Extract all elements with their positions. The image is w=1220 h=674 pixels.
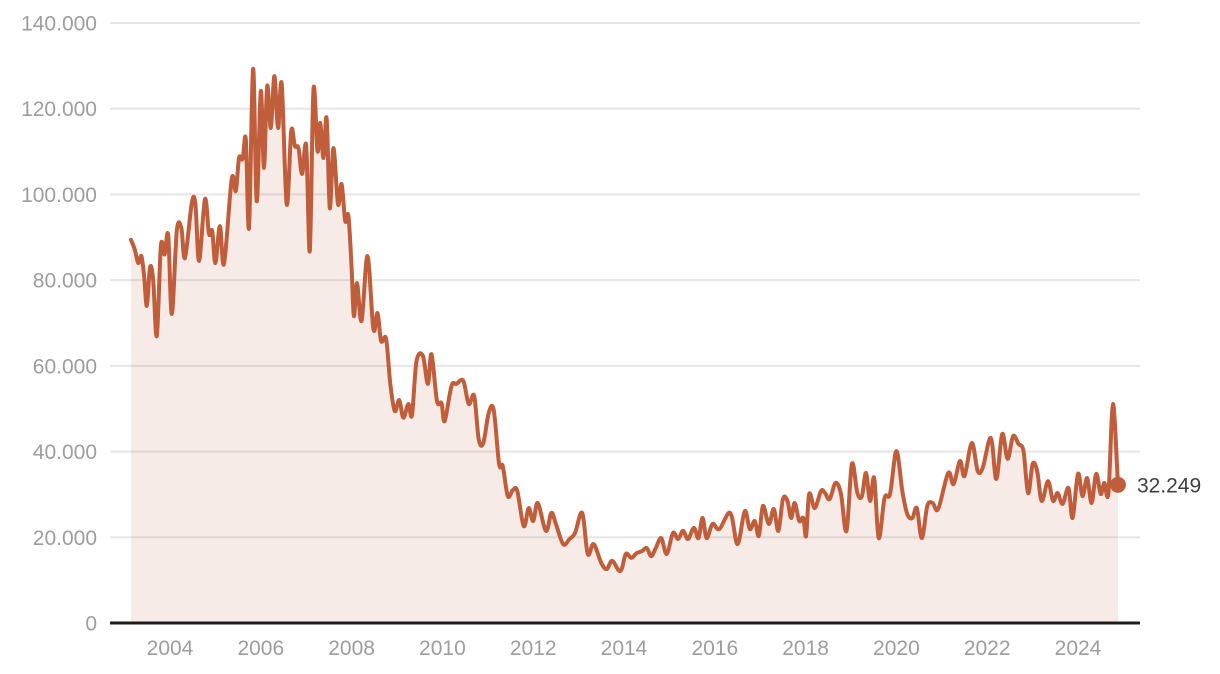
series-line <box>128 66 1120 574</box>
svg-text:2024: 2024 <box>1055 637 1102 660</box>
svg-text:120.000: 120.000 <box>21 98 97 121</box>
svg-text:2020: 2020 <box>873 637 920 660</box>
svg-text:80.000: 80.000 <box>33 270 97 293</box>
svg-text:2016: 2016 <box>691 637 738 660</box>
svg-text:60.000: 60.000 <box>33 355 97 378</box>
svg-text:100.000: 100.000 <box>21 184 97 207</box>
svg-text:2004: 2004 <box>147 637 194 660</box>
svg-text:20.000: 20.000 <box>33 527 97 550</box>
svg-text:2008: 2008 <box>328 637 375 660</box>
series-area-fill <box>130 68 1118 623</box>
svg-text:2014: 2014 <box>601 637 648 660</box>
svg-text:2010: 2010 <box>419 637 466 660</box>
y-axis-labels: 0 20.000 40.000 60.000 80.000 100.000 120.000 1… <box>21 13 97 636</box>
svg-text:0: 0 <box>85 613 97 636</box>
x-axis-labels: 2004 2006 2008 2010 2012 2014 2016 2018 2020 2022… <box>147 637 1102 660</box>
svg-text:2006: 2006 <box>237 637 284 660</box>
svg-text:2022: 2022 <box>964 637 1011 660</box>
svg-text:40.000: 40.000 <box>33 441 97 464</box>
svg-text:2018: 2018 <box>782 637 829 660</box>
svg-text:140.000: 140.000 <box>21 13 97 36</box>
last-point-marker[interactable] <box>1109 476 1126 493</box>
last-value-label: 32.249 <box>1137 474 1201 497</box>
svg-text:2012: 2012 <box>510 637 557 660</box>
